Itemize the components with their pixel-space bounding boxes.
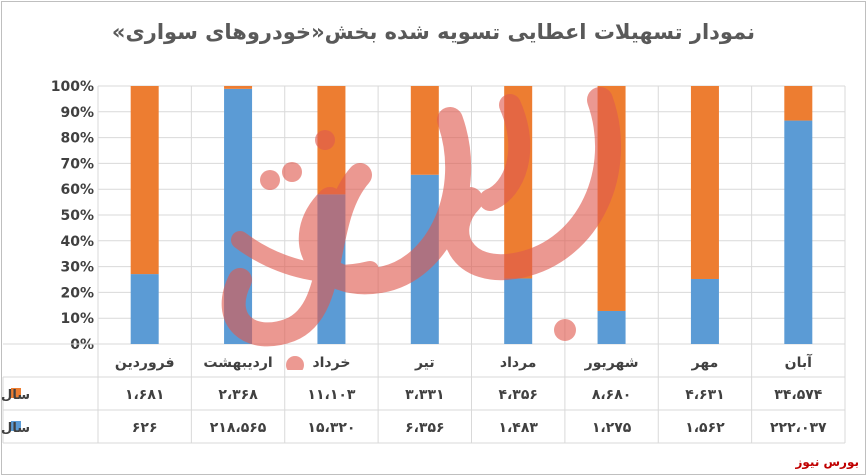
bar-segment bbox=[130, 274, 159, 344]
data-table-cell: ۲۲۲،۰۳۷ bbox=[770, 420, 827, 436]
table-series-name: سال ۹۹ bbox=[0, 388, 30, 403]
y-tick-label: 70% bbox=[60, 156, 94, 172]
table-series-name: سال ۹۸ bbox=[0, 421, 30, 436]
x-tick-label: مرداد bbox=[500, 355, 537, 371]
legend-swatch bbox=[11, 421, 21, 431]
data-table-cell: ۳۴،۵۷۴ bbox=[774, 387, 822, 403]
y-tick-label: 20% bbox=[60, 285, 94, 301]
x-tick-label: شهریور bbox=[584, 355, 639, 371]
bar-segment bbox=[690, 86, 719, 279]
y-tick-label: 50% bbox=[60, 208, 94, 224]
data-table-cell: ۱،۲۷۵ bbox=[592, 420, 632, 436]
x-tick-label: اردیبهشت bbox=[203, 355, 272, 371]
data-table-cell: ۱،۶۸۱ bbox=[125, 387, 165, 403]
watermark-logo bbox=[221, 87, 621, 370]
bar-segment bbox=[597, 310, 626, 344]
source-credit: بورس نیوز bbox=[795, 455, 859, 469]
data-table-cell: ۱،۴۸۳ bbox=[498, 420, 538, 436]
x-tick-label: مهر bbox=[691, 355, 719, 371]
data-table-cell: ۶،۳۵۶ bbox=[405, 420, 445, 436]
x-tick-label: فروردین bbox=[115, 355, 175, 371]
y-tick-label: 100% bbox=[51, 79, 94, 95]
y-tick-label: 40% bbox=[60, 234, 94, 250]
data-table-cell: ۶۲۶ bbox=[132, 420, 158, 436]
data-table-cell: ۱،۵۶۲ bbox=[685, 420, 725, 436]
bar-segment bbox=[504, 278, 533, 344]
bar-segment bbox=[784, 120, 813, 345]
y-tick-label: 10% bbox=[60, 311, 94, 327]
x-tick-label: خرداد bbox=[312, 355, 350, 371]
data-table-cell: ۴،۳۵۶ bbox=[498, 387, 538, 403]
bar-segment bbox=[224, 86, 253, 89]
data-table-cell: ۲،۳۶۸ bbox=[218, 387, 258, 403]
data-table-cell: ۱۱،۱۰۳ bbox=[307, 387, 355, 403]
bar-segment bbox=[130, 86, 159, 275]
bar-segment bbox=[410, 86, 439, 175]
data-table-cell: ۲۱۸،۵۶۵ bbox=[210, 420, 267, 436]
y-tick-label: 90% bbox=[60, 105, 94, 121]
data-table-cell: ۸،۶۸۰ bbox=[592, 387, 632, 403]
y-tick-label: 80% bbox=[60, 131, 94, 147]
data-table-cell: ۴،۶۳۱ bbox=[685, 387, 725, 403]
y-tick-label: 60% bbox=[60, 182, 94, 198]
y-tick-label: 30% bbox=[60, 260, 94, 276]
bar-segment bbox=[690, 278, 719, 344]
x-tick-label: تیر bbox=[414, 355, 435, 371]
data-table-cell: ۱۵،۳۲۰ bbox=[307, 420, 355, 436]
legend-swatch bbox=[11, 388, 21, 398]
y-tick-label: 0% bbox=[70, 337, 94, 353]
bar-segment bbox=[784, 86, 813, 121]
x-tick-label: آبان bbox=[785, 353, 813, 371]
data-table-cell: ۳،۳۳۱ bbox=[405, 387, 445, 403]
chart-title: نمودار تسهیلات اعطایی تسویه شده بخش«خودر… bbox=[111, 20, 756, 44]
